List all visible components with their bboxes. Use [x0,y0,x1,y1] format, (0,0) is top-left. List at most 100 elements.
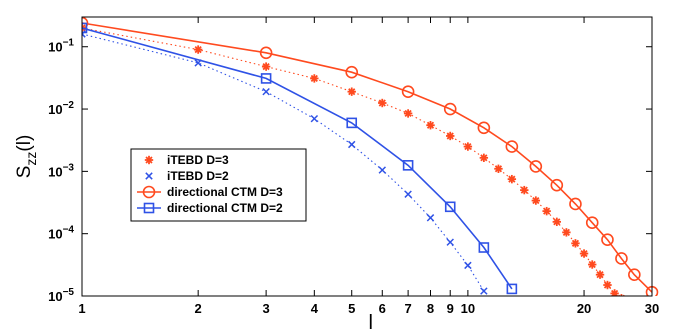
data-point [403,109,413,118]
x-tick-label: 7 [404,301,411,316]
data-point [402,160,414,171]
y-tick-label-base: 10 [48,164,62,179]
data-point [507,174,517,184]
data-point [378,98,387,108]
legend-label: iTEBD D=2 [167,169,229,183]
data-point [404,190,412,198]
data-point [262,87,270,96]
legend-item: directional CTM D=3 [137,185,283,199]
data-point [378,166,387,174]
data-point [310,114,319,123]
data-point [443,102,457,116]
data-point [610,289,619,296]
legend-label: iTEBD D=3 [167,153,229,167]
data-point [426,121,435,130]
y-tick-label: 10−3 [48,162,74,179]
y-axis-title-suffix: (l) [14,135,35,152]
data-point [506,283,518,295]
data-point [480,287,488,295]
data-point [494,164,503,173]
data-point [464,261,472,270]
data-point [261,62,271,71]
y-tick-label-exponent: −1 [63,38,75,49]
legend-label: directional CTM D=3 [167,185,283,199]
data-point [542,206,551,216]
data-point [595,270,605,279]
data-point [585,216,599,230]
data-point [193,45,203,54]
x-tick-label: 2 [195,301,202,316]
x-tick-label: 3 [262,301,269,316]
legend-marker [142,185,156,199]
x-tick-label: 8 [427,301,434,316]
y-tick-label-base: 10 [48,227,62,242]
series-4 [82,22,518,295]
x-tick-label: 6 [379,301,386,316]
y-tick-label-exponent: −3 [63,162,75,173]
legend-item: iTEBD D=2 [145,169,229,183]
data-point [463,142,473,151]
y-tick-label-base: 10 [48,40,62,55]
data-point [603,280,612,290]
data-point [529,160,543,173]
data-point [82,16,89,30]
x-tick-label: 1 [78,301,85,316]
data-point [552,217,562,227]
data-point [571,239,580,248]
y-tick-label: 10−1 [48,38,74,55]
series-3 [82,16,659,296]
x-tick-label: 4 [311,301,319,316]
legend-item: directional CTM D=2 [137,201,283,215]
legend-item: iTEBD D=3 [144,153,229,167]
data-point [601,233,614,247]
y-tick-label: 10−2 [48,100,74,117]
data-point [477,121,491,135]
data-point [347,87,356,96]
x-tick-label: 30 [645,301,659,316]
x-tick-label: 5 [348,301,355,316]
data-point [444,201,456,213]
data-point [628,268,641,281]
legend-marker [143,202,155,214]
data-point [579,249,589,258]
data-point [588,260,597,269]
legend-marker [144,155,154,165]
x-axis-title: l [368,312,372,331]
legend-label: directional CTM D=2 [167,201,283,215]
y-tick-label: 10−4 [48,225,74,242]
series-line [82,27,513,290]
data-point [562,228,571,237]
y-tick-label-exponent: −2 [63,100,75,111]
y-tick-label-exponent: −4 [63,225,75,236]
series-layer [82,16,659,296]
data-point [569,197,582,211]
series-line [82,22,653,293]
data-point [347,140,356,149]
y-axis-title: Szz(l) [14,135,39,179]
y-tick-label-base: 10 [48,102,62,117]
series-2 [82,30,488,295]
data-point [520,185,529,195]
data-point [82,22,88,34]
data-point [478,242,490,253]
data-point [550,178,564,192]
data-point [345,65,359,79]
y-axis-title-subscript: zz [23,152,39,166]
data-point [615,252,628,265]
y-axis-title-base: S [14,166,35,179]
legend: iTEBD D=3 iTEBD D=2 directional CTM D=3 dir… [130,148,307,222]
x-tick-label: 20 [577,301,591,316]
series-1 [82,23,626,296]
x-tick-label: 9 [447,301,454,316]
y-tick-label-base: 10 [48,289,62,304]
data-point [310,74,319,83]
data-point [446,131,455,141]
data-point [531,196,541,205]
data-point [617,294,626,296]
plot-frame [81,16,653,297]
x-tick-label: 10 [461,301,475,316]
data-point [505,140,519,153]
y-tick-label-exponent: −5 [63,287,75,298]
